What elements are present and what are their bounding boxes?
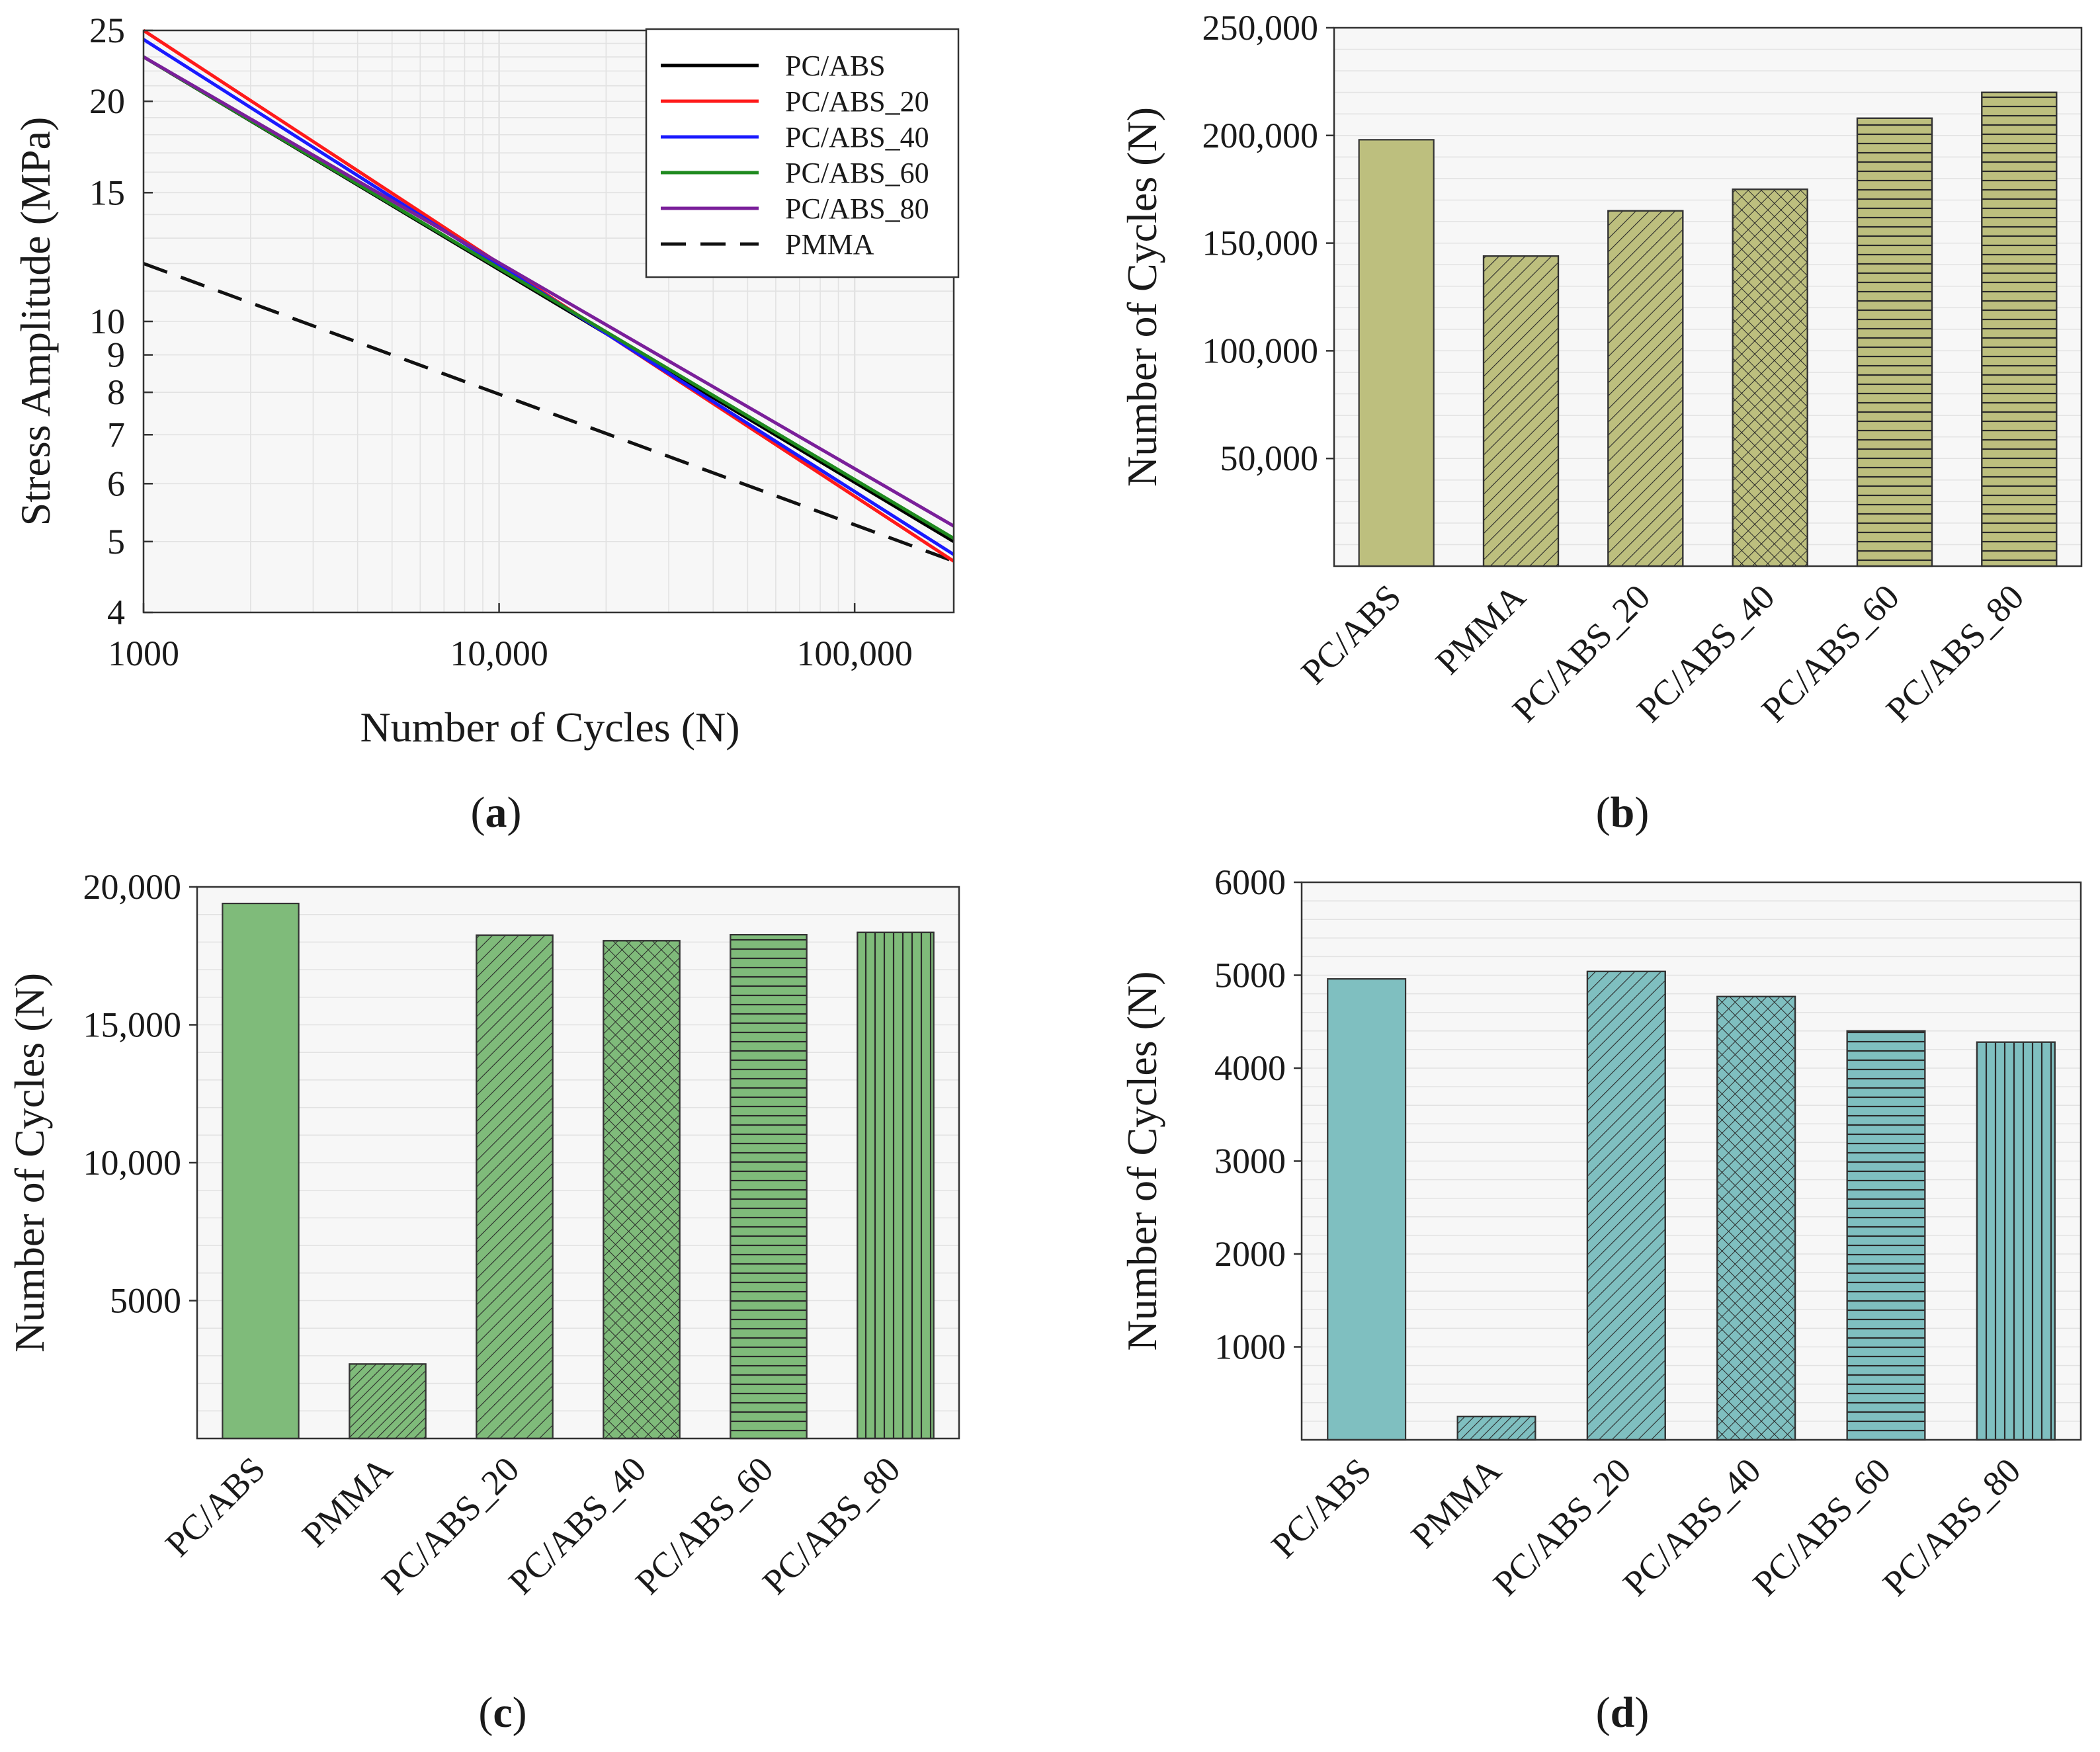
y-tick-label: 2000 (1214, 1234, 1286, 1274)
y-tick-label: 4000 (1214, 1048, 1286, 1088)
panel-label-a: (a) (471, 788, 522, 837)
bar-hatch-pc-abs-20 (1607, 210, 1684, 567)
bar-hatch-pc-abs-40 (603, 940, 681, 1440)
y-axis-title-a: Stress Amplitude (MPa) (12, 117, 59, 526)
bar-hatch-pc-abs-40 (1716, 995, 1796, 1441)
x-tick-label: PC/ABS_60 (628, 1449, 780, 1602)
series-line-pc-abs-80 (142, 55, 955, 528)
x-tick-label: 10,000 (450, 634, 548, 673)
x-tick-label: PMMA (294, 1449, 399, 1554)
y-tick-label: 100,000 (1202, 331, 1319, 370)
bar-hatch-pc-abs-60 (1856, 117, 1933, 567)
legend-label-pc-abs: PC/ABS (785, 50, 886, 82)
panel-label-d: (d) (1596, 1689, 1650, 1737)
x-tick-label: PC/ABS (157, 1449, 273, 1564)
bar-pc-abs (1358, 139, 1435, 567)
bar-hatch-pc-abs-80 (857, 931, 935, 1440)
panel-d-bar-chart: PC/ABS PMMAPC/ABS_20PC/ABS_40PC/ABS_60PC/… (1118, 862, 2082, 1603)
y-gridlines-b (1334, 48, 2081, 546)
x-axis-title-a: Number of Cycles (N) (360, 704, 739, 751)
y-tick-label: 150,000 (1202, 224, 1319, 263)
y-tick-label: 200,000 (1202, 116, 1319, 155)
x-tick-label: PC/ABS (1294, 577, 1409, 692)
y-tick-label: 9 (107, 335, 125, 375)
y-tick-label: 250,000 (1202, 8, 1319, 48)
bar-hatch-pc-abs-40 (1732, 188, 1808, 567)
x-tick-label: PC/ABS_40 (1615, 1450, 1768, 1603)
y-tick-label: 3000 (1214, 1142, 1286, 1181)
series-line-pc-abs-60 (142, 55, 955, 540)
y-axis-title-d: Number of Cycles (N) (1118, 971, 1165, 1351)
y-tick-label: 15 (89, 173, 125, 212)
x-tick-label: PMMA (1404, 1450, 1509, 1556)
y-gridlines-c (197, 913, 959, 1412)
x-tick-label: PC/ABS (1264, 1450, 1379, 1565)
x-tick-label: PC/ABS_60 (1745, 1450, 1898, 1603)
x-tick-label: PC/ABS_80 (755, 1449, 907, 1602)
bar-hatch-pc-abs-80 (1976, 1041, 2056, 1441)
bar-hatch-pc-abs-60 (730, 934, 808, 1440)
y-tick-label: 6000 (1214, 862, 1286, 902)
bar-hatch-pc-abs-80 (1981, 91, 2058, 567)
bar-hatch-pmma (1456, 1415, 1536, 1441)
legend-label-pc-abs-80: PC/ABS_80 (785, 192, 929, 225)
y-tick-label: 20 (89, 81, 125, 121)
y-tick-label: 1000 (1214, 1327, 1286, 1367)
y-tick-label: 7 (107, 415, 125, 454)
panel-b-bar-chart: PC/ABS PMMAPC/ABS_20PC/ABS_40PC/ABS_60PC/… (1118, 8, 2083, 730)
legend-label-pmma: PMMA (785, 228, 874, 261)
legend-label-pc-abs-60: PC/ABS_60 (785, 157, 929, 189)
x-tick-label: 1000 (108, 634, 179, 673)
y-axis-title-b: Number of Cycles (N) (1118, 107, 1165, 487)
y-tick-label: 20,000 (83, 867, 182, 907)
legend-label-pc-abs-40: PC/ABS_40 (785, 121, 929, 153)
y-tick-label: 5 (107, 522, 125, 562)
plot-area-b (1334, 28, 2081, 566)
y-tick-label: 8 (107, 372, 125, 412)
x-tick-label: PC/ABS_80 (1875, 1450, 2028, 1603)
y-tick-label: 5000 (110, 1281, 181, 1321)
panel-label-c: (c) (478, 1689, 526, 1737)
x-tick-label: PMMA (1428, 577, 1533, 682)
panel-c-bar-chart: PC/ABS PMMAPC/ABS_20PC/ABS_40PC/ABS_60PC/… (6, 867, 960, 1602)
bar-hatch-pc-abs-60 (1846, 1030, 1926, 1441)
y-tick-label: 6 (107, 464, 125, 503)
legend-label-pc-abs-20: PC/ABS_20 (785, 85, 929, 118)
bar-pc-abs (1327, 978, 1407, 1441)
plot-frame-b (1333, 26, 2083, 567)
legend-box-a (645, 28, 960, 278)
y-tick-label: 10 (89, 302, 125, 341)
x-tick-label: PC/ABS_20 (1486, 1450, 1638, 1603)
y-tick-label: 50,000 (1220, 438, 1319, 478)
y-tick-label: 25 (89, 11, 125, 50)
y-tick-label: 5000 (1214, 956, 1286, 995)
y-tick-label: 10,000 (83, 1143, 182, 1183)
bar-pc-abs (222, 902, 300, 1440)
panel-label-b: (b) (1596, 788, 1650, 837)
series-line-pmma (143, 262, 954, 563)
x-tick-label: 100,000 (796, 634, 913, 673)
y-axis-title-c: Number of Cycles (N) (6, 973, 53, 1353)
bar-hatch-pmma (1482, 255, 1560, 567)
x-tick-label: PC/ABS_40 (501, 1449, 653, 1602)
bar-hatch-pmma (349, 1363, 427, 1440)
y-tick-label: 15,000 (83, 1005, 182, 1045)
x-tick-label: PC/ABS_20 (374, 1449, 526, 1602)
y-gridlines-d (1302, 900, 2081, 1422)
bar-hatch-pc-abs-20 (476, 934, 554, 1440)
bar-hatch-pc-abs-20 (1586, 970, 1666, 1441)
y-tick-label: 4 (107, 593, 125, 632)
